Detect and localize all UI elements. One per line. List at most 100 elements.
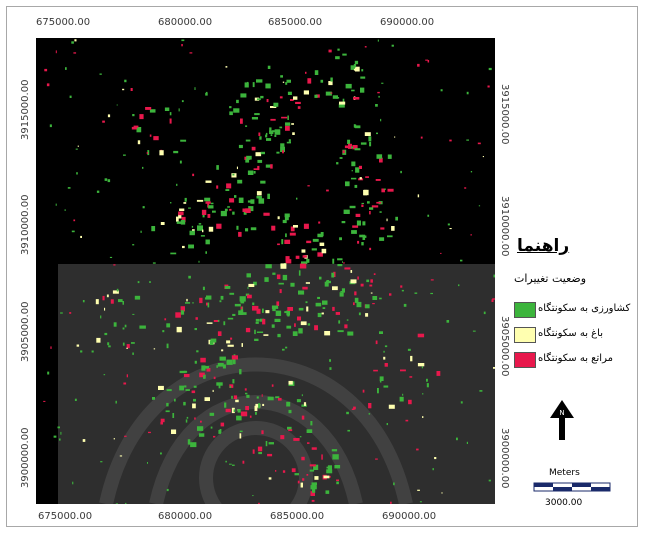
change-speck — [44, 68, 48, 72]
change-patch — [271, 305, 279, 309]
change-patch — [314, 325, 318, 331]
change-speck — [285, 346, 288, 349]
change-patch — [267, 453, 273, 457]
change-speck — [231, 395, 233, 399]
change-patch — [171, 429, 177, 434]
x-tick-top-4: 690000.00 — [380, 17, 435, 28]
y-tick-right-3: 3905000.00 — [499, 316, 510, 377]
change-patch — [284, 213, 290, 218]
y-tick-left-2: 3910000.00 — [20, 194, 31, 255]
change-speck — [449, 139, 452, 142]
change-speck — [346, 411, 349, 415]
change-speck — [285, 82, 288, 85]
change-patch — [383, 385, 389, 388]
change-patch — [293, 438, 300, 441]
change-patch — [193, 398, 196, 402]
change-patch — [220, 210, 227, 217]
y-tick-left-3: 3905000.00 — [20, 301, 31, 362]
change-patch — [321, 248, 327, 254]
change-speck — [375, 458, 378, 460]
change-patch — [285, 122, 291, 126]
change-patch — [310, 421, 313, 426]
change-patch — [287, 426, 292, 430]
change-speck — [370, 292, 373, 294]
change-patch — [344, 324, 348, 329]
change-speck — [119, 455, 123, 457]
change-patch — [203, 374, 205, 379]
change-patch — [254, 405, 258, 412]
change-speck — [427, 60, 430, 63]
change-patch — [194, 417, 196, 420]
change-patch — [262, 318, 266, 325]
change-patch — [410, 355, 413, 362]
change-patch — [285, 259, 292, 264]
change-patch — [201, 209, 207, 215]
change-patch — [360, 76, 366, 79]
change-speck — [82, 439, 86, 442]
change-speck — [253, 171, 256, 174]
change-speck — [149, 134, 152, 137]
change-speck — [160, 452, 162, 455]
change-patch — [368, 403, 372, 409]
change-patch — [281, 239, 284, 245]
change-patch — [204, 397, 210, 401]
change-patch — [246, 273, 251, 278]
change-patch — [328, 81, 333, 86]
change-patch — [252, 302, 255, 306]
change-speck — [196, 350, 199, 353]
change-patch — [216, 165, 219, 170]
change-patch — [322, 307, 326, 309]
change-patch — [294, 473, 299, 476]
change-patch — [209, 412, 215, 416]
change-patch — [232, 359, 236, 365]
change-patch — [258, 452, 262, 455]
change-speck — [416, 448, 419, 451]
change-patch — [152, 397, 155, 400]
change-speck — [188, 207, 191, 209]
change-speck — [64, 209, 66, 211]
change-patch — [337, 258, 343, 261]
change-speck — [466, 139, 469, 141]
change-patch — [229, 292, 235, 295]
change-patch — [245, 139, 251, 142]
change-patch — [166, 402, 169, 407]
change-speck — [320, 79, 324, 83]
change-patch — [335, 56, 340, 60]
change-patch — [173, 150, 179, 154]
change-speck — [252, 495, 254, 497]
change-patch — [379, 331, 383, 334]
change-speck — [178, 108, 180, 112]
change-speck — [421, 366, 423, 369]
change-speck — [113, 438, 115, 440]
change-speck — [73, 52, 77, 54]
change-speck — [71, 41, 74, 44]
change-patch — [302, 286, 308, 290]
change-patch — [395, 216, 398, 221]
change-speck — [247, 286, 249, 290]
change-patch — [232, 211, 235, 215]
change-patch — [319, 242, 325, 246]
change-patch — [322, 300, 328, 305]
change-patch — [280, 75, 283, 78]
change-patch — [102, 295, 105, 301]
y-tick-left-4: 3900000.00 — [20, 427, 31, 488]
change-patch — [206, 322, 213, 324]
change-patch — [276, 301, 280, 306]
change-speck — [420, 136, 423, 139]
change-patch — [350, 270, 353, 273]
change-speck — [147, 462, 148, 464]
change-patch — [277, 333, 281, 338]
change-speck — [230, 337, 233, 340]
change-patch — [272, 272, 276, 275]
change-patch — [194, 360, 197, 364]
change-patch — [353, 68, 358, 71]
change-patch — [293, 96, 298, 100]
change-patch — [331, 449, 338, 452]
change-speck — [91, 350, 94, 353]
change-patch — [179, 385, 184, 391]
change-patch — [376, 154, 383, 159]
change-patch — [301, 415, 305, 420]
change-patches — [43, 39, 495, 504]
change-speck — [307, 323, 311, 326]
change-patch — [270, 134, 273, 136]
